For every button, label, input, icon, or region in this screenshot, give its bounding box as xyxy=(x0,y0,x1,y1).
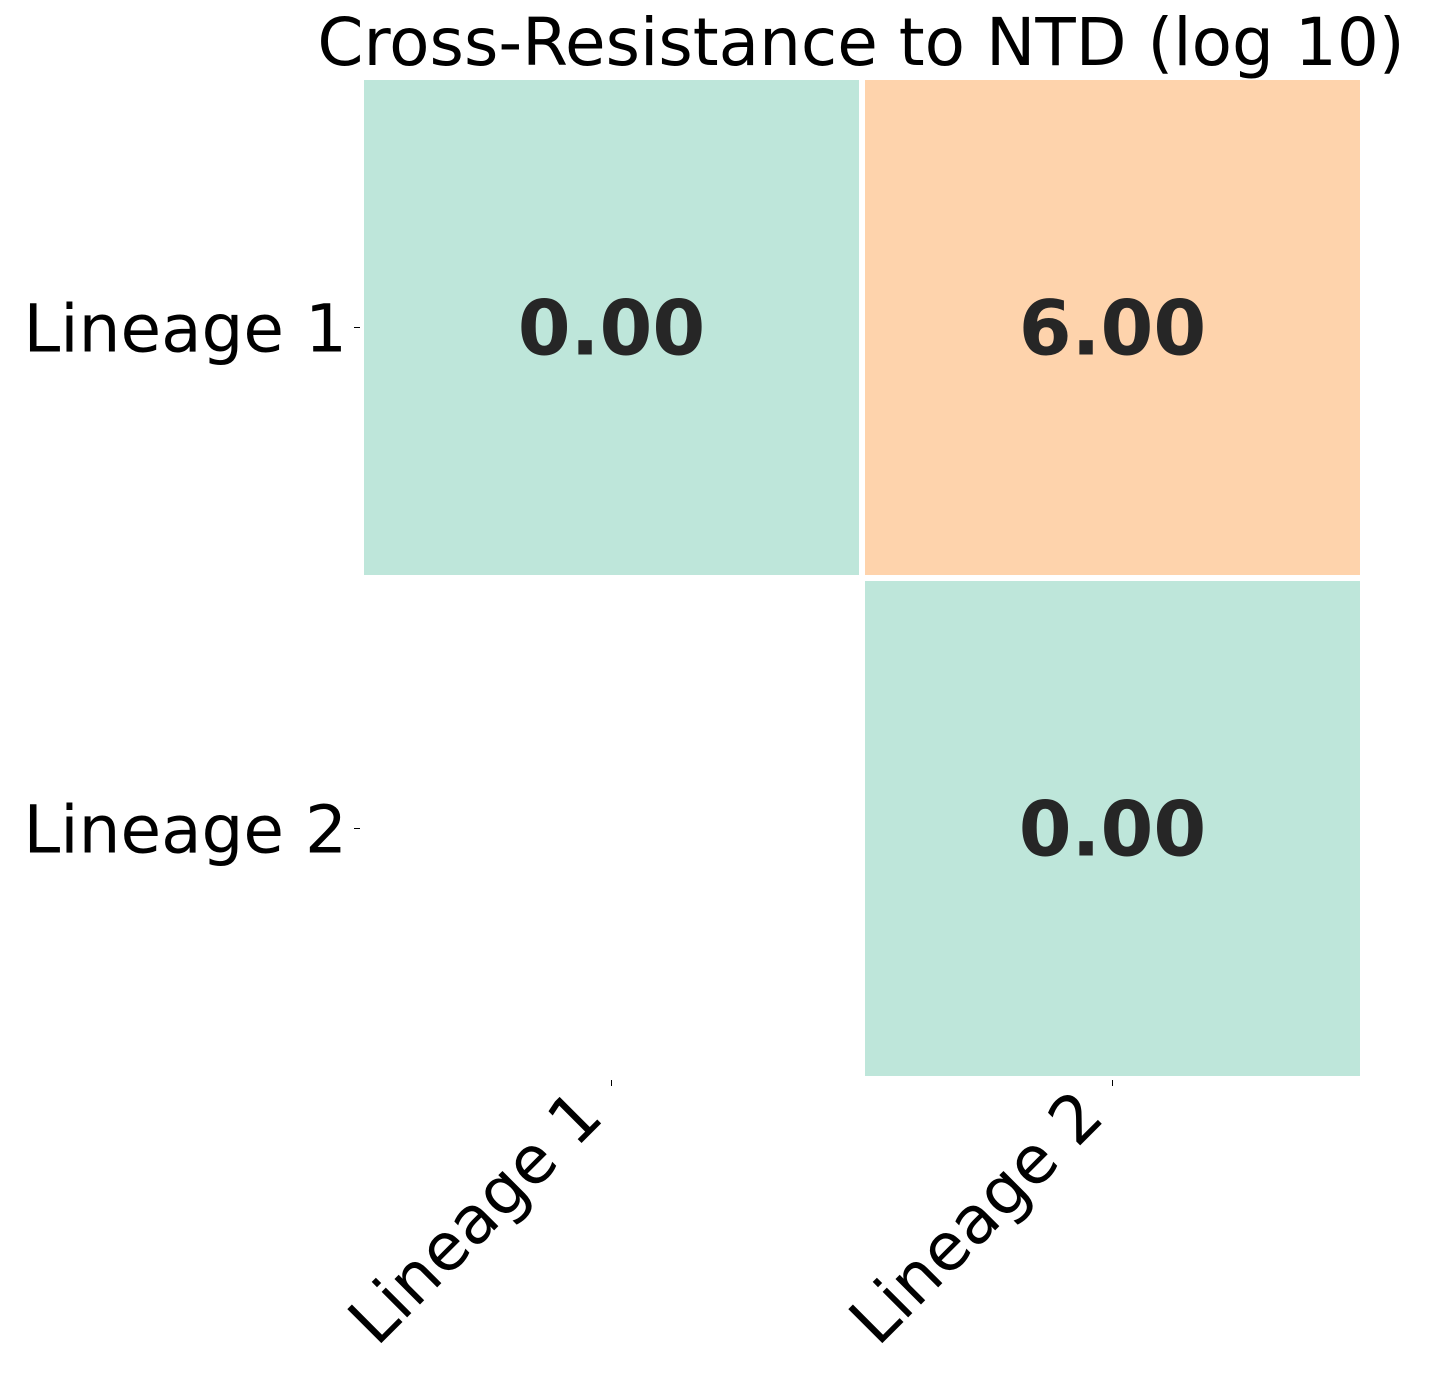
heatmap-cells: 0.00 6.00 0.00 xyxy=(364,80,1360,1076)
x-tick-label: Lineage 1 xyxy=(334,1076,617,1359)
cell-value-label: 6.00 xyxy=(1019,284,1207,373)
heatmap-cell-r1-c2 xyxy=(865,80,1360,575)
x-tick-label: Lineage 2 xyxy=(835,1076,1118,1359)
y-tick-label: Lineage 1 xyxy=(24,291,347,368)
heatmap-cell-r2-c2 xyxy=(865,581,1360,1076)
cell-value-label: 0.00 xyxy=(518,284,706,373)
chart-title: Cross-Resistance to NTD (log 10) xyxy=(317,4,1404,81)
y-tick-label: Lineage 2 xyxy=(24,792,347,869)
cell-value-label: 0.00 xyxy=(1019,785,1207,874)
heatmap-cell-r1-c1 xyxy=(364,80,859,575)
